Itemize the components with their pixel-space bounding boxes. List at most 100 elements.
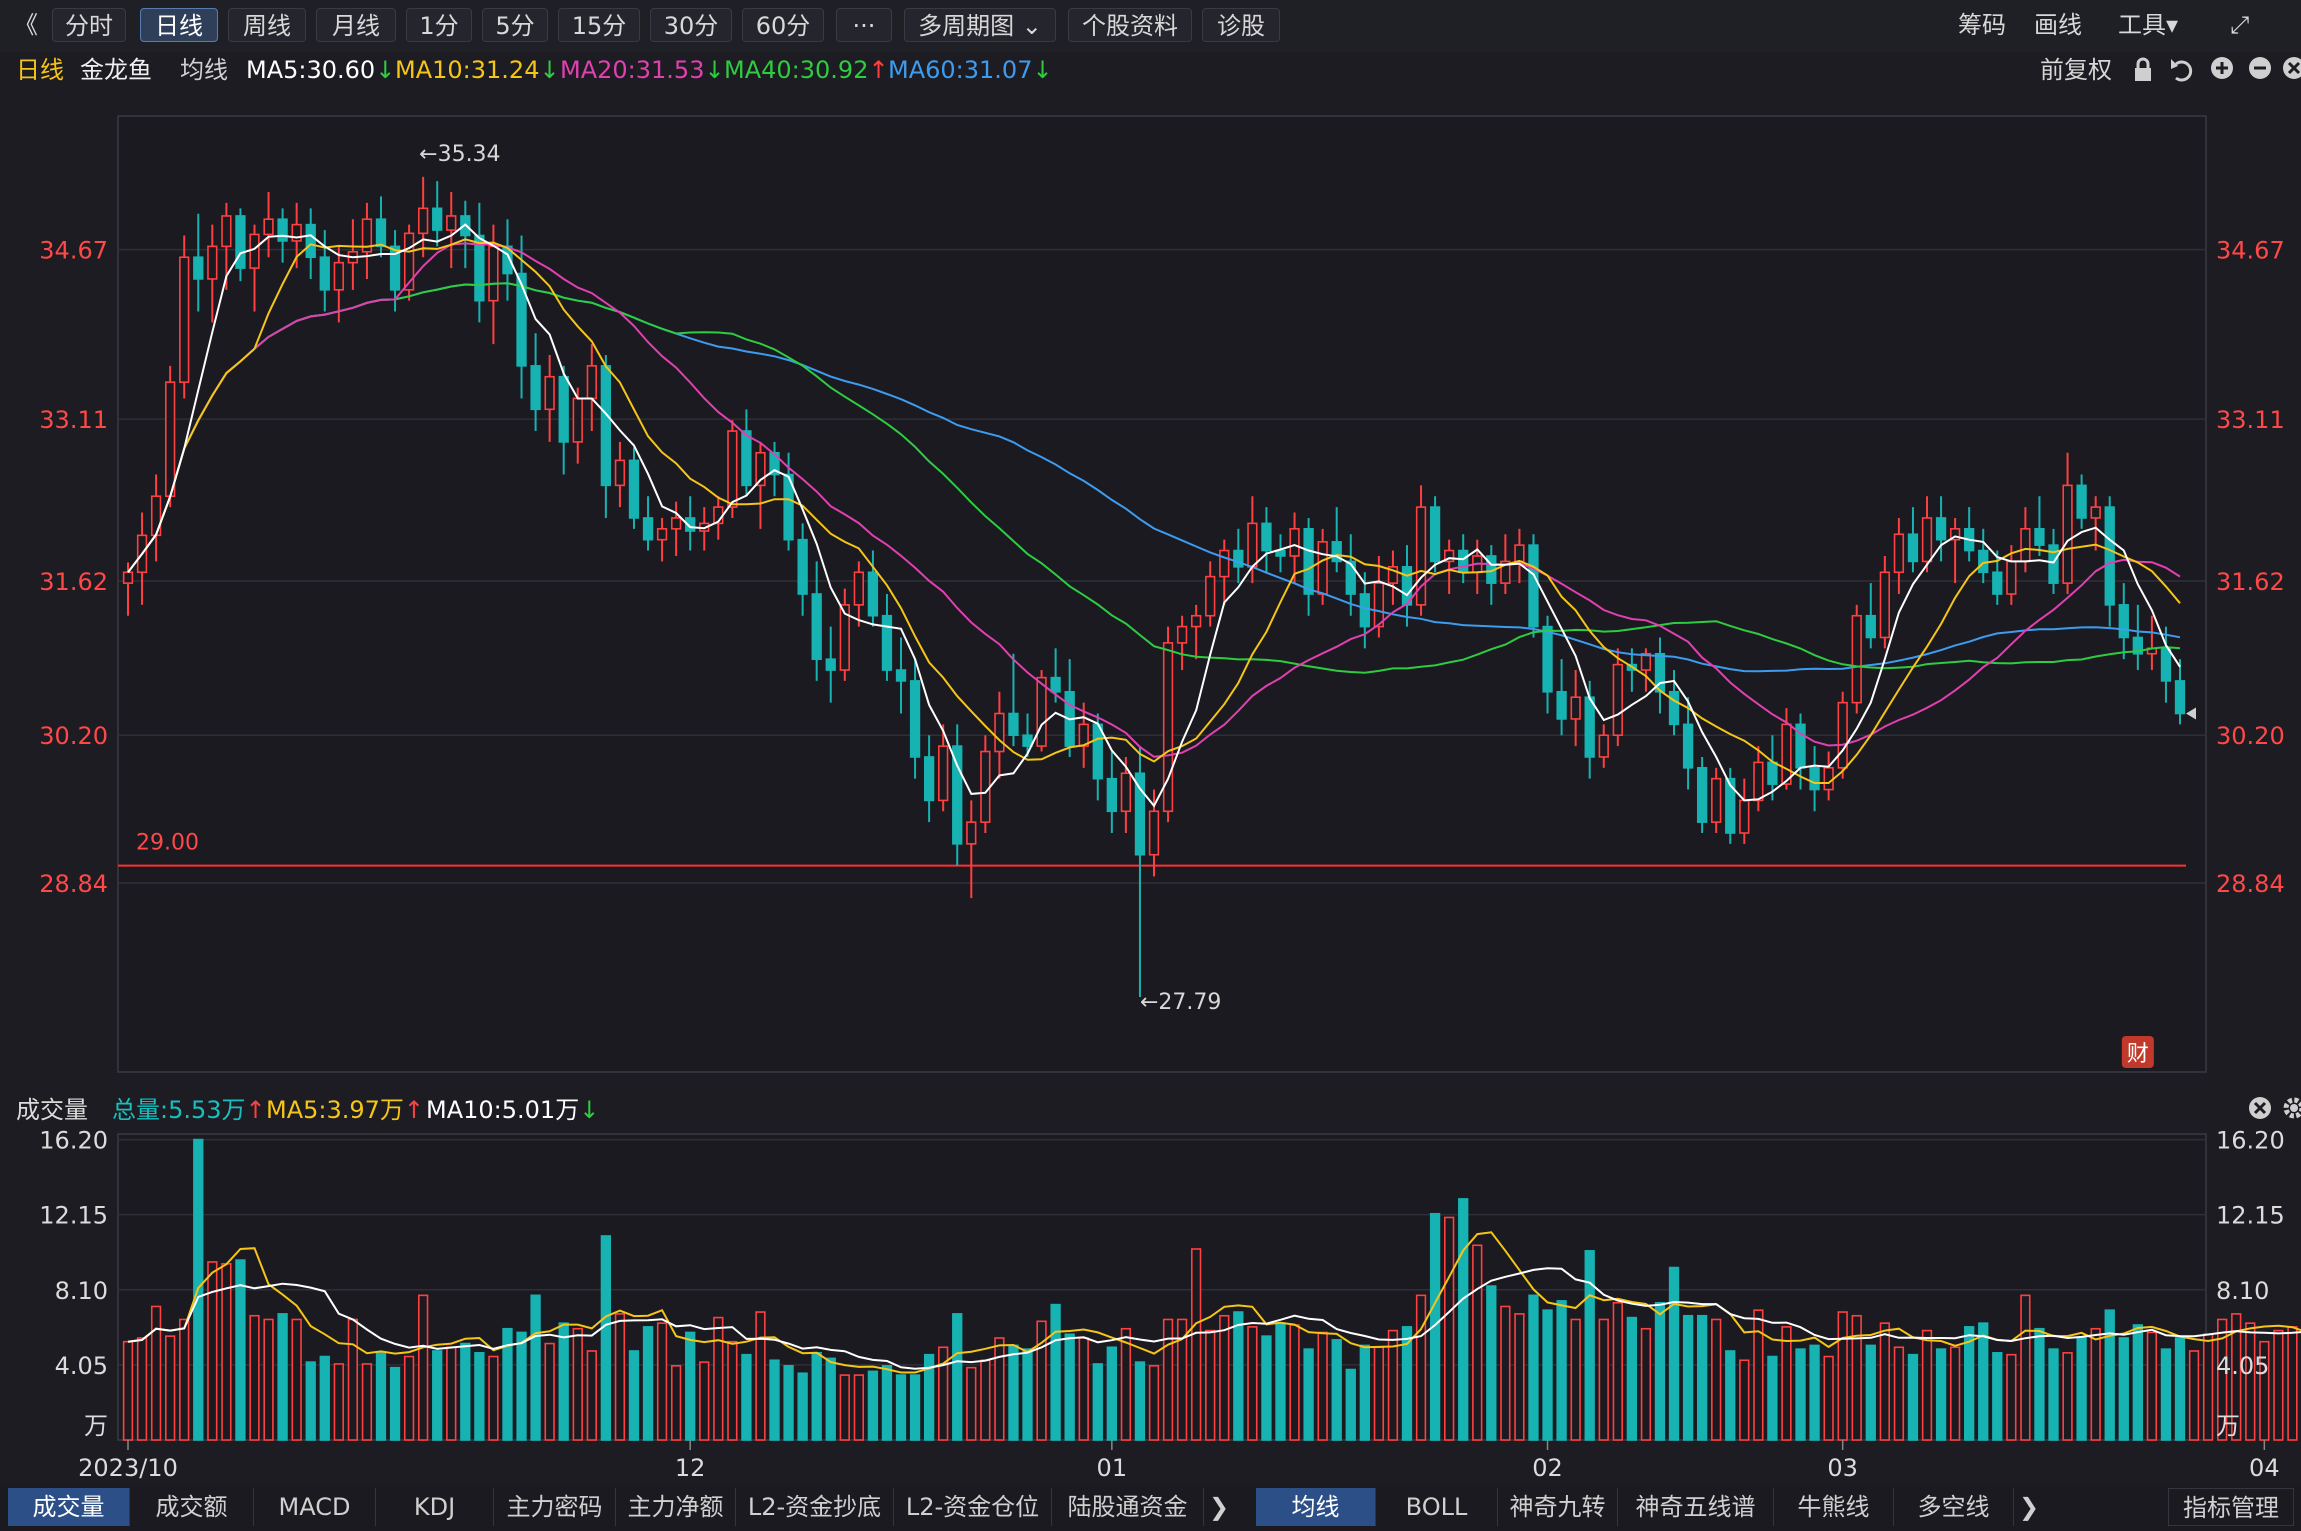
candle[interactable]	[1120, 756, 1132, 833]
volume-bar[interactable]	[1682, 1314, 1694, 1441]
volume-bar[interactable]	[1992, 1352, 2003, 1441]
candle[interactable]	[1921, 496, 1933, 573]
tab-volume[interactable]: 成交量	[8, 1488, 130, 1526]
tab-five-line[interactable]: 神奇五线谱	[1618, 1488, 1774, 1526]
candle[interactable]	[1935, 496, 1947, 562]
candle[interactable]	[1443, 539, 1455, 594]
volume-bar[interactable]	[586, 1350, 597, 1441]
candle[interactable]	[1345, 534, 1356, 616]
volume-bar[interactable]	[1415, 1294, 1427, 1441]
volume-bar[interactable]	[558, 1322, 569, 1441]
volume-bar[interactable]	[2076, 1337, 2087, 1441]
candle[interactable]	[1289, 512, 1300, 584]
volume-bar[interactable]	[839, 1374, 850, 1441]
close-icon[interactable]	[2283, 57, 2301, 79]
finance-event-badge[interactable]	[2121, 1036, 2154, 1068]
candle[interactable]	[2160, 626, 2172, 703]
volume-bar[interactable]	[1486, 1285, 1497, 1441]
volume-bar[interactable]	[1036, 1320, 1047, 1441]
candle[interactable]	[1387, 550, 1399, 605]
volume-bar[interactable]	[2132, 1324, 2143, 1441]
candle[interactable]	[685, 496, 696, 551]
candle[interactable]	[361, 202, 373, 279]
volume-bar[interactable]	[2160, 1348, 2172, 1441]
zoom-in-icon[interactable]	[2211, 57, 2233, 79]
volume-bar[interactable]	[516, 1331, 527, 1441]
volume-bar[interactable]	[1022, 1348, 1033, 1441]
candle[interactable]	[909, 659, 921, 779]
volume-bar[interactable]	[1429, 1212, 1441, 1441]
volume-bar[interactable]	[811, 1352, 822, 1441]
volume-bar[interactable]	[1247, 1326, 1258, 1441]
volume-bar[interactable]	[867, 1370, 879, 1441]
candle[interactable]	[2104, 496, 2115, 627]
volume-bar[interactable]	[853, 1374, 865, 1441]
candle[interactable]	[333, 246, 344, 323]
candle[interactable]	[417, 176, 429, 258]
volume-bar[interactable]	[1626, 1316, 1638, 1441]
volume-bar[interactable]	[2118, 1337, 2129, 1441]
volume-bar[interactable]	[1837, 1311, 1848, 1441]
volume-bar[interactable]	[474, 1352, 485, 1441]
tab-60min[interactable]: 60分	[742, 8, 824, 42]
candle[interactable]	[1429, 496, 1441, 573]
candle[interactable]	[2132, 604, 2143, 671]
tab-turnover[interactable]: 成交额	[130, 1488, 254, 1526]
volume-bar[interactable]	[417, 1294, 429, 1441]
candle[interactable]	[1711, 767, 1722, 833]
volume-bar[interactable]	[1767, 1355, 1778, 1441]
volume-bar[interactable]	[727, 1340, 738, 1441]
volume-bar[interactable]	[2062, 1352, 2073, 1441]
volume-bar[interactable]	[628, 1350, 640, 1441]
candle[interactable]	[1162, 626, 1174, 823]
volume-bar[interactable]	[1205, 1329, 1216, 1441]
volume-bar[interactable]	[1739, 1359, 1750, 1441]
tab-l2-position[interactable]: L2-资金仓位	[894, 1488, 1052, 1526]
diagnose-button[interactable]: 诊股	[1202, 8, 1280, 42]
volume-bar[interactable]	[966, 1366, 977, 1441]
candle[interactable]	[1893, 517, 1905, 594]
volume-bar[interactable]	[207, 1261, 218, 1441]
volume-bar[interactable]	[1219, 1314, 1230, 1441]
volume-bar[interactable]	[544, 1342, 555, 1441]
volume-bar[interactable]	[122, 1340, 134, 1441]
candle[interactable]	[1753, 746, 1764, 812]
volume-bar[interactable]	[1907, 1353, 1919, 1441]
volume-bar[interactable]	[1753, 1309, 1764, 1441]
volume-bar[interactable]	[2202, 1333, 2214, 1441]
candle[interactable]	[1415, 485, 1427, 616]
volume-bar[interactable]	[1640, 1327, 1652, 1441]
candle[interactable]	[2062, 452, 2073, 594]
volume-bar[interactable]	[600, 1235, 612, 1441]
volume-bar[interactable]	[1851, 1314, 1862, 1441]
volume-bar[interactable]	[2245, 1322, 2256, 1441]
stock-info-button[interactable]: 个股资料	[1068, 8, 1192, 42]
tab-main-net[interactable]: 主力净额	[616, 1488, 736, 1526]
volume-bar[interactable]	[530, 1294, 541, 1441]
candle[interactable]	[1219, 539, 1230, 605]
candle[interactable]	[895, 637, 907, 714]
volume-bar[interactable]	[2104, 1309, 2115, 1441]
volume-bar[interactable]	[1781, 1326, 1792, 1441]
volume-bar[interactable]	[1162, 1318, 1174, 1441]
candle[interactable]	[1275, 534, 1286, 573]
volume-bar[interactable]	[1696, 1314, 1708, 1441]
tab-nine-turn[interactable]: 神奇九转	[1498, 1488, 1618, 1526]
volume-bar[interactable]	[1528, 1294, 1539, 1441]
volume-bar[interactable]	[1879, 1322, 1891, 1441]
candle[interactable]	[628, 447, 640, 529]
tabs-right-scroll-icon[interactable]: ❯	[2018, 1493, 2040, 1521]
candle[interactable]	[1907, 507, 1919, 573]
volume-bar[interactable]	[755, 1311, 766, 1441]
candle[interactable]	[1008, 653, 1019, 747]
volume-bar[interactable]	[1964, 1326, 1975, 1441]
kline-chart[interactable]: 29.00←35.34←27.79财q 34.6734.6733.1133.11…	[0, 0, 2301, 1484]
candle[interactable]	[839, 588, 850, 681]
volume-bar[interactable]	[713, 1316, 724, 1441]
tab-boll[interactable]: BOLL	[1376, 1488, 1498, 1526]
fullscreen-icon[interactable]: ⤢	[2230, 11, 2250, 39]
volume-bar[interactable]	[1359, 1344, 1370, 1441]
candle[interactable]	[966, 800, 977, 899]
draw-line-button[interactable]: 画线	[2034, 11, 2082, 39]
candle[interactable]	[2174, 659, 2186, 725]
